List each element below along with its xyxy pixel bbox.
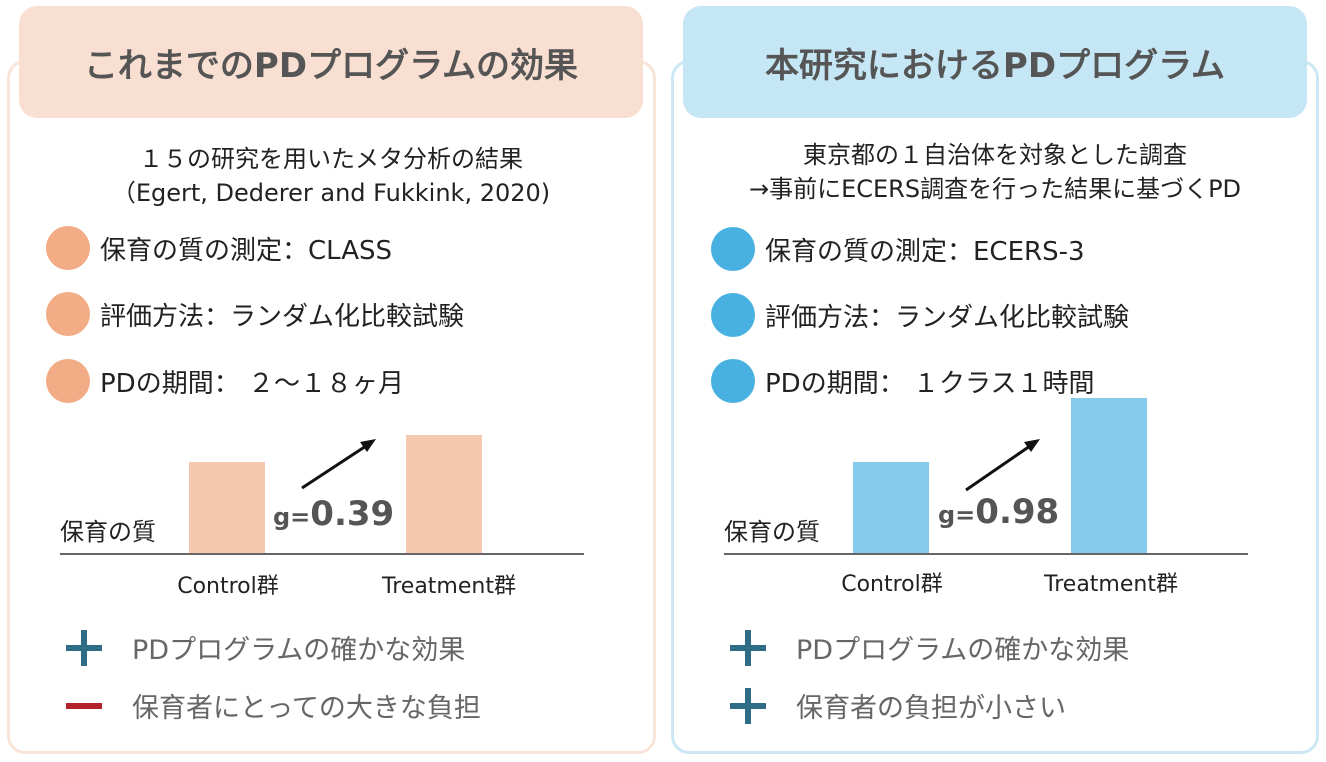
right-pro-text: PDプログラムの確かな効果 (796, 635, 1130, 666)
left-bullet-measure-text: 保育の質の測定：CLASS (100, 235, 393, 266)
right-bullet-duration: PDの期間： １クラス１時間 (711, 359, 1094, 403)
right-pro-item: PDプログラムの確かな効果 (730, 628, 1129, 667)
circle-icon (46, 226, 90, 270)
plus-icon (730, 629, 766, 666)
left-effect-size-value: 0.39 (310, 494, 395, 534)
arrow-up-right-icon (965, 439, 1040, 492)
right-pro-item-2: 保育者の負担が小さい (730, 686, 1066, 725)
left-bullet-method: 評価方法：ランダム化比較試験 (46, 292, 464, 336)
circle-icon (46, 359, 90, 403)
left-bar-chart: 保育の質 Control群 Treatment群 g=0.39 (0, 0, 660, 620)
left-con-text: 保育者にとっての大きな負担 (132, 693, 481, 724)
right-bullet-duration-text: PDの期間： １クラス１時間 (765, 368, 1095, 399)
right-intro-line1: 東京都の１自治体を対象とした調査 (803, 141, 1187, 169)
left-effect-size-prefix: g= (273, 503, 311, 531)
circle-icon (46, 292, 90, 336)
circle-icon (711, 227, 755, 271)
circle-icon (711, 293, 755, 337)
right-bar-chart: 保育の質 Control群 Treatment群 g=0.98 (724, 398, 1248, 597)
left-effect-size: g=0.39 (273, 494, 394, 534)
arrow-up-right-icon (301, 439, 376, 490)
left-pro-item: PDプログラムの確かな効果 (66, 628, 465, 667)
right-panel (671, 60, 1319, 754)
left-bullet-duration: PDの期間： ２～１８ヶ月 (46, 359, 404, 403)
left-intro: １５の研究を用いたメタ分析の結果 （Egert, Dederer and Fuk… (19, 142, 643, 210)
circle-icon (711, 359, 755, 403)
left-panel (7, 60, 656, 754)
left-bullet-measure: 保育の質の測定：CLASS (46, 226, 392, 270)
plus-icon (66, 629, 102, 666)
left-chart-axis (60, 553, 584, 555)
left-intro-line1: １５の研究を用いたメタ分析の結果 (139, 145, 523, 173)
right-bar-treatment (1071, 398, 1147, 553)
right-intro: 東京都の１自治体を対象とした調査 →事前にECERS調査を行った結果に基づくPD (683, 138, 1307, 206)
left-bar-treatment (406, 435, 482, 553)
right-bullet-measure: 保育の質の測定：ECERS-3 (711, 227, 1085, 271)
left-con-item: 保育者にとっての大きな負担 (66, 686, 481, 725)
left-panel-title: これまでのPDプログラムの効果 (19, 6, 643, 118)
left-bar-control (189, 462, 265, 553)
left-xlabel-control: Control群 (177, 574, 279, 599)
right-panel-title: 本研究におけるPDプログラム (683, 6, 1307, 118)
right-effect-size-value: 0.98 (975, 492, 1060, 532)
right-bullet-method-text: 評価方法：ランダム化比較試験 (765, 302, 1130, 333)
minus-icon (66, 688, 102, 724)
right-xlabel-control: Control群 (841, 572, 943, 597)
right-bullet-measure-text: 保育の質の測定：ECERS-3 (765, 236, 1085, 267)
right-effect-size-prefix: g= (938, 501, 976, 529)
right-bar-control (853, 462, 929, 553)
right-xlabel-treatment: Treatment群 (1044, 572, 1178, 597)
left-bullet-method-text: 評価方法：ランダム化比較試験 (100, 301, 465, 332)
right-chart-ylabel: 保育の質 (724, 518, 820, 546)
right-effect-size: g=0.98 (938, 492, 1059, 532)
right-intro-line2: →事前にECERS調査を行った結果に基づくPD (748, 175, 1242, 203)
right-chart-axis (724, 553, 1248, 555)
left-pro-text: PDプログラムの確かな効果 (132, 635, 466, 666)
right-bullet-method: 評価方法：ランダム化比較試験 (711, 293, 1129, 337)
left-intro-line2: （Egert, Dederer and Fukkink, 2020) (111, 179, 551, 207)
left-xlabel-treatment: Treatment群 (382, 574, 516, 599)
plus-icon (730, 687, 766, 724)
left-bullet-duration-text: PDの期間： ２～１８ヶ月 (100, 368, 404, 399)
left-chart-ylabel: 保育の質 (60, 518, 156, 546)
right-pro-text-2: 保育者の負担が小さい (796, 693, 1066, 724)
